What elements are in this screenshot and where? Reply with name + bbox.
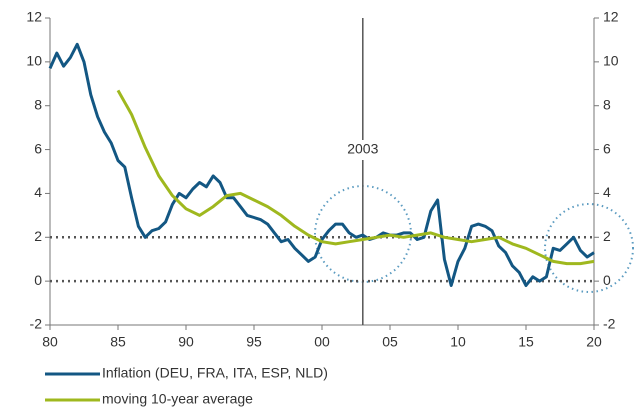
highlight-circle [544,203,634,293]
y2-tick-label: -2 [603,316,616,332]
x-tick-label: 15 [518,334,534,350]
x-tick-label: 20 [586,334,602,350]
series-line [116,89,595,266]
x-tick-label: 95 [246,334,262,350]
y2-tick-label: 8 [603,96,611,112]
y-tick-label: 12 [26,9,42,25]
y2-tick-label: 0 [603,272,611,288]
x-tick-label: 05 [382,334,398,350]
y-tick-label: 0 [34,272,42,288]
annotation-label-bg [342,140,383,160]
annotation-label: 2003 [347,141,378,157]
y2-tick-label: 4 [603,184,611,200]
legend-label: Inflation (DEU, FRA, ITA, ESP, NLD) [102,365,328,381]
y-tick-label: -2 [30,316,43,332]
y2-tick-label: 6 [603,140,611,156]
y-tick-label: 8 [34,96,42,112]
x-tick-label: 90 [178,334,194,350]
legend-label: moving 10-year average [102,391,253,407]
y-tick-label: 6 [34,140,42,156]
y2-tick-label: 12 [603,9,619,25]
x-tick-label: 00 [314,334,330,350]
y2-tick-label: 2 [603,228,611,244]
y-tick-label: 4 [34,184,42,200]
x-tick-label: 10 [450,334,466,350]
x-tick-label: 85 [110,334,126,350]
y2-tick-label: 10 [603,53,619,69]
x-tick-label: 80 [42,334,58,350]
y-tick-label: 10 [26,53,42,69]
series-line [48,42,595,287]
y-tick-label: 2 [34,228,42,244]
